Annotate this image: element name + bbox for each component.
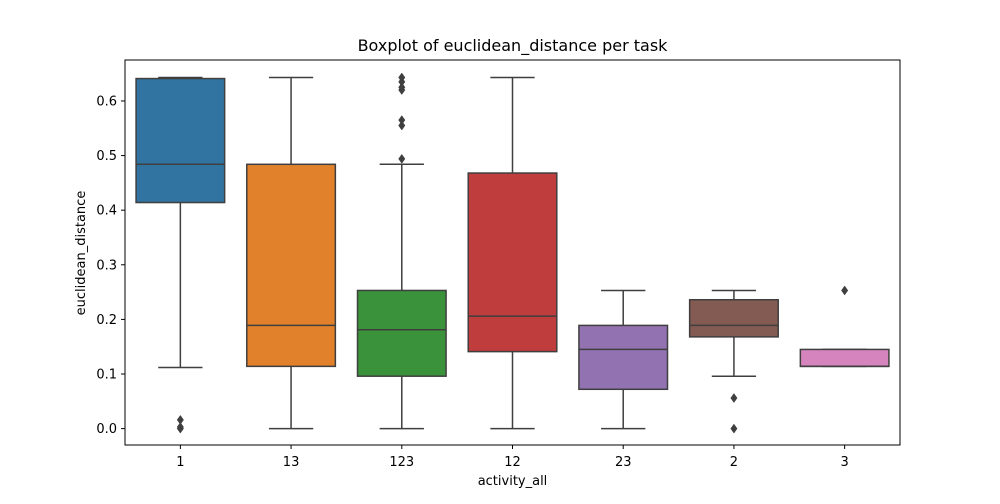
box-group-2	[688, 289, 779, 434]
box-group-13	[246, 76, 337, 430]
y-axis: 0.0 0.1 0.2 0.3 0.4 0.5 0.6	[96, 94, 125, 437]
y-tick-label: 0.5	[96, 149, 117, 164]
x-tick-label: 2	[730, 455, 738, 470]
outlier-point	[398, 115, 406, 126]
x-tick-label: 12	[504, 455, 521, 470]
outlier-point	[398, 120, 406, 131]
x-tick-label: 123	[389, 455, 414, 470]
outlier-point	[841, 285, 849, 296]
plot-area	[135, 72, 890, 434]
outlier-point	[176, 422, 184, 432]
box-body	[688, 298, 779, 338]
outlier-point	[398, 153, 406, 164]
box-body	[135, 77, 226, 204]
y-axis-title: euclidean_distance	[74, 191, 89, 316]
outlier-point	[398, 72, 406, 83]
y-tick-label: 0.0	[96, 422, 117, 437]
box-group-123	[356, 72, 447, 430]
x-axis: 1 13 123 12 23 2 3	[176, 445, 849, 470]
y-tick-label: 0.4	[96, 204, 117, 219]
y-tick-label: 0.1	[96, 368, 117, 383]
x-tick-label: 13	[283, 455, 300, 470]
x-tick-label: 23	[615, 455, 632, 470]
y-tick-label: 0.2	[96, 313, 117, 328]
box-body	[799, 348, 890, 368]
y-tick-label: 0.6	[96, 94, 117, 109]
outlier-point	[730, 393, 738, 403]
box-body	[578, 324, 669, 391]
box-group-12	[467, 76, 558, 430]
outlier-point	[730, 423, 738, 434]
box-group-23	[578, 289, 669, 430]
y-tick-label: 0.3	[96, 258, 117, 273]
x-axis-title: activity_all	[478, 474, 548, 489]
plot-frame	[124, 59, 901, 446]
box-group-1	[135, 76, 226, 434]
box-body	[356, 289, 447, 377]
x-tick-label: 3	[841, 455, 849, 470]
box-body	[467, 172, 558, 353]
x-tick-label: 1	[176, 455, 184, 470]
chart-title: Boxplot of euclidean_distance per task	[358, 36, 669, 56]
box-group-3	[799, 285, 890, 368]
outlier-point	[398, 82, 406, 93]
box-body	[246, 163, 337, 368]
